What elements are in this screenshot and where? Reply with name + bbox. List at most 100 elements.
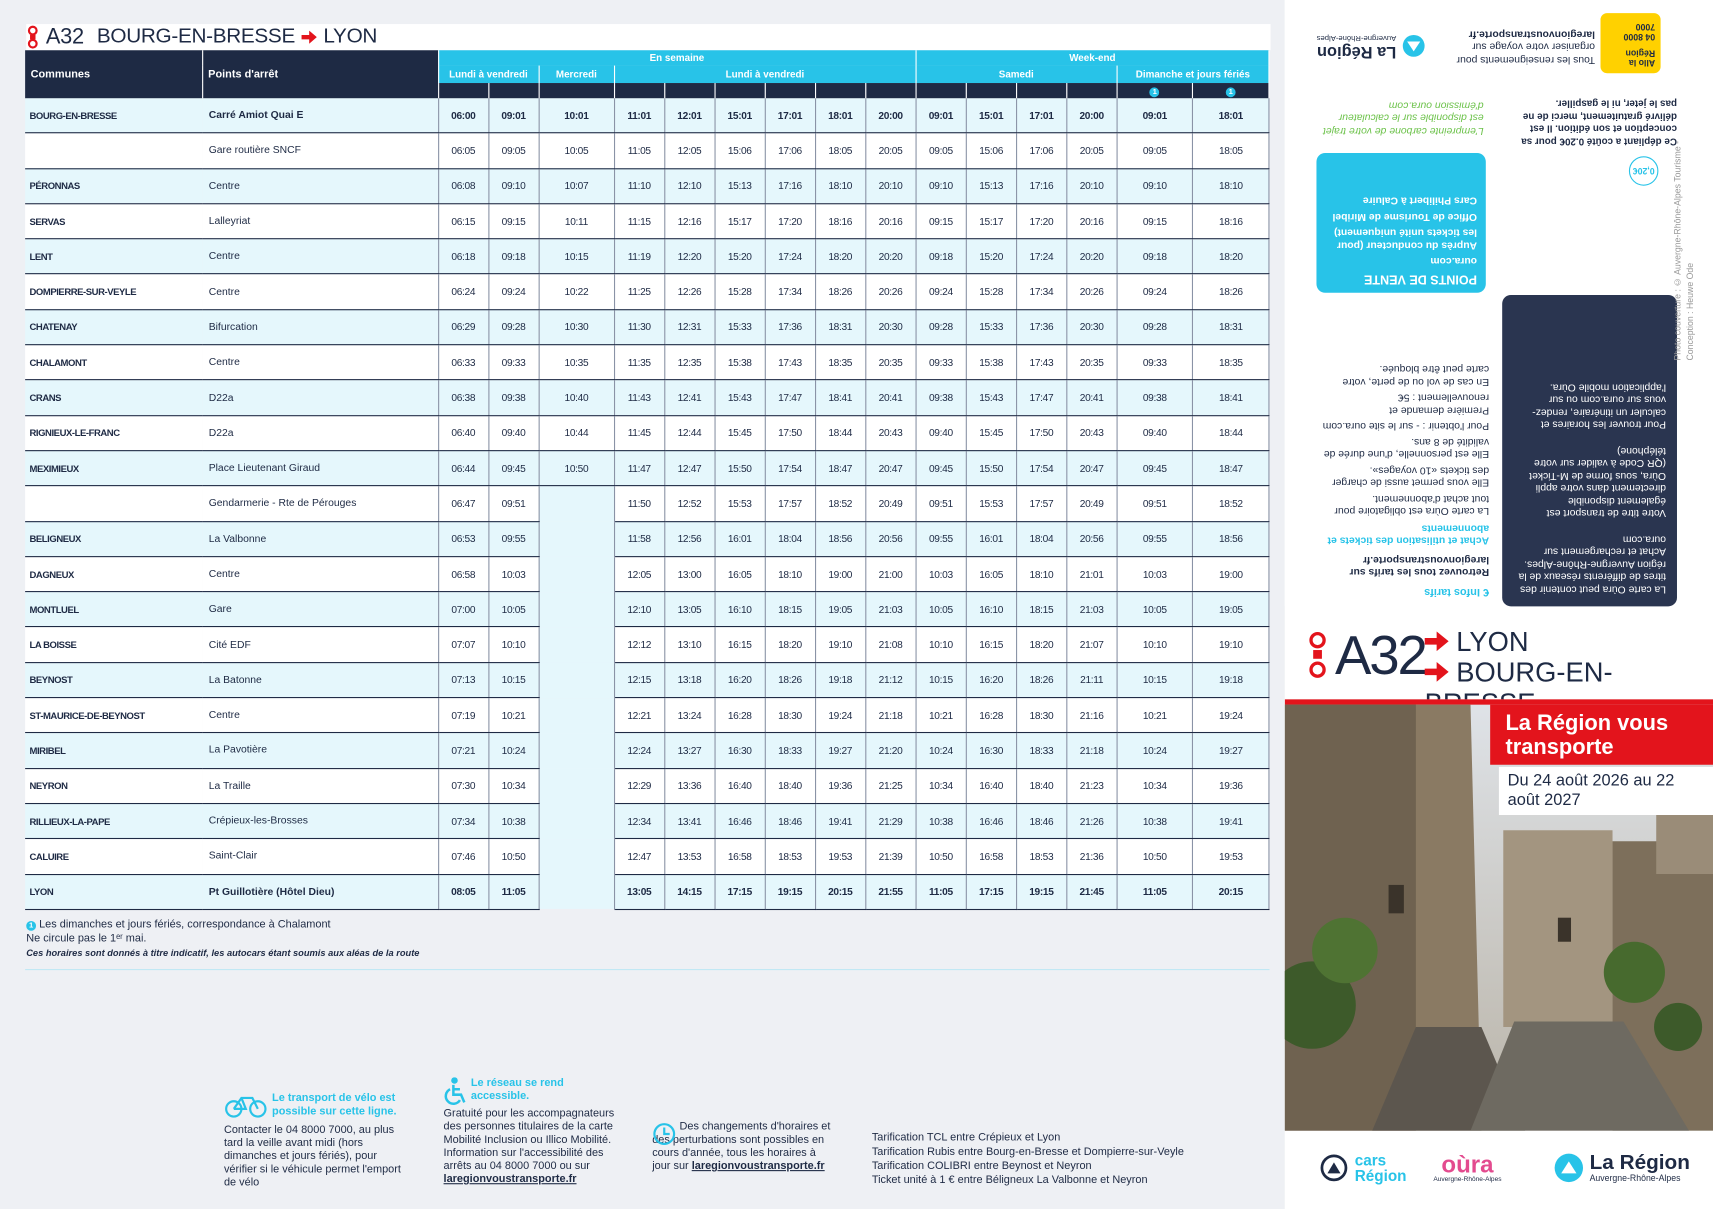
time: 21:36 (1066, 838, 1118, 875)
time: 09:15 (1116, 203, 1194, 240)
time: 12:34 (614, 803, 665, 840)
commune: CHALAMONT (25, 344, 203, 381)
empty-cell (538, 521, 615, 557)
commune: PÉRONNAS (25, 168, 203, 205)
empty-cell (538, 768, 615, 804)
time: 18:31 (815, 309, 866, 346)
time: 15:28 (714, 274, 766, 311)
timetable-header: Communes Points d'arrêt En semaine Week-end… (25, 50, 1270, 99)
time: 18:56 (1192, 521, 1270, 558)
notes: 1 Les dimanches et jours fériés, corresp… (26, 918, 419, 961)
time: 10:03 (488, 556, 540, 593)
time: 17:54 (764, 450, 816, 487)
cover-photo (1284, 699, 1713, 1131)
stop: La Valbonne (202, 521, 439, 558)
time: 09:33 (488, 344, 540, 381)
time: 20:20 (1066, 238, 1118, 275)
renseignements-link[interactable]: laregionvoustransporte.fr (1468, 28, 1596, 41)
sales-point: Auprès du conducteur (pour les tickets u… (1334, 226, 1478, 252)
time: 10:05 (915, 591, 967, 628)
access-link[interactable]: laregionvoustransporte.fr (443, 1173, 577, 1186)
time: 06:29 (438, 309, 489, 346)
tarifs-line: En cas de vol ou de perte, votre carte p… (1342, 363, 1490, 388)
time: 10:03 (1116, 556, 1194, 593)
time: 11:47 (614, 450, 665, 487)
time: 12:20 (664, 238, 716, 275)
time: 17:20 (764, 203, 816, 240)
time: 09:18 (488, 238, 540, 275)
stop: D22a (202, 415, 439, 452)
time: 19:36 (815, 768, 866, 805)
time: 21:00 (865, 556, 917, 593)
time: 17:36 (1016, 309, 1068, 346)
oura-logo: oùra Auvergne-Rhône-Alpes (1433, 1152, 1501, 1183)
tariff-line: Tarification COLIBRI entre Beynost et Ne… (871, 1160, 1092, 1173)
stop: Bifurcation (202, 309, 439, 346)
changes-link[interactable]: laregionvoustransporte.fr (691, 1160, 825, 1173)
carbon: L'empreinte carbone de votre trajet est … (1322, 99, 1484, 137)
time: 21:18 (865, 697, 917, 734)
allo-box: Allo la Région 04 8000 7000 (1600, 13, 1661, 74)
time: 17:34 (764, 274, 816, 311)
time: 15:20 (714, 238, 766, 275)
time: 15:33 (966, 309, 1017, 346)
time: 13:18 (664, 662, 716, 699)
time: 14:15 (664, 874, 716, 910)
time: 10:15 (915, 662, 967, 699)
time: 20:41 (865, 380, 917, 416)
time: 17:24 (764, 238, 816, 275)
cars-text: cars Région (1355, 1153, 1407, 1184)
note-marker: 1 (1225, 86, 1236, 97)
time: 18:47 (815, 450, 866, 487)
time: 20:05 (1066, 133, 1118, 169)
time: 18:33 (1016, 732, 1068, 769)
cost-badge: 0,20€ (1628, 156, 1659, 186)
time: 13:24 (664, 697, 716, 734)
time: 18:16 (815, 203, 866, 240)
time: 10:15 (488, 662, 540, 699)
time: 19:10 (1192, 627, 1270, 663)
tarifs-line: Pour l'obtenir : - sur le site oura.com (1322, 420, 1490, 433)
time: 06:58 (438, 556, 489, 593)
timetable-row: RILLIEUX-LA-PAPE Crépieux-les-Brosses 07:3… (25, 803, 1270, 840)
time: 20:47 (865, 450, 917, 487)
time: 10:15 (1116, 662, 1194, 699)
time: 18:04 (764, 521, 816, 558)
commune: MEXIMIEUX (25, 450, 203, 487)
bike-info: Le transport de vélo est possible sur ce… (224, 1093, 410, 1190)
time: 12:56 (664, 521, 716, 558)
time: 09:05 (1116, 133, 1194, 169)
timetable-row: LYON Pt Guillotière (Hôtel Dieu) 08:05 11:0… (25, 874, 1270, 910)
time: 21:12 (865, 662, 917, 699)
time: 15:20 (966, 238, 1017, 275)
separator (25, 969, 1270, 971)
time: 16:20 (966, 662, 1017, 699)
renseignements: Tous les renseignements pour organiser v… (1442, 28, 1596, 65)
tariffs-column: € Infos tarifs Retrouvez tous les tarifs… (1320, 359, 1489, 597)
time: 15:13 (966, 168, 1017, 205)
time: 16:28 (714, 697, 766, 734)
commune: MIRIBEL (25, 732, 203, 769)
time: 12:47 (664, 450, 716, 487)
time: 09:33 (915, 344, 967, 381)
cost: Ce dépliant a coûté 0.20€ pour sa concep… (1521, 98, 1677, 148)
time: 12:26 (664, 274, 716, 311)
time: 12:05 (614, 556, 665, 593)
arrow-icon (1424, 662, 1449, 682)
time: 13:05 (664, 591, 716, 628)
stop: D22a (202, 380, 439, 416)
time: 16:05 (966, 556, 1017, 593)
time: 07:21 (438, 732, 489, 769)
stop: La Batonne (202, 662, 439, 699)
empty-cell (538, 485, 615, 522)
stop: Place Lieutenant Giraud (202, 450, 439, 487)
empty-cell (538, 662, 615, 698)
time: 17:01 (1016, 98, 1068, 134)
time: 19:24 (1192, 697, 1270, 734)
time: 11:35 (614, 344, 665, 381)
region-logo: La Région Auvergne-Rhône-Alpes (1554, 1153, 1690, 1183)
time: 06:24 (438, 274, 489, 311)
commune: RILLIEUX-LA-PAPE (25, 803, 203, 840)
timetable-row: PÉRONNAS Centre 06:08 09:10 10:07 11:10 12:10 1… (25, 168, 1270, 205)
commune: BOURG-EN-BRESSE (25, 98, 203, 134)
